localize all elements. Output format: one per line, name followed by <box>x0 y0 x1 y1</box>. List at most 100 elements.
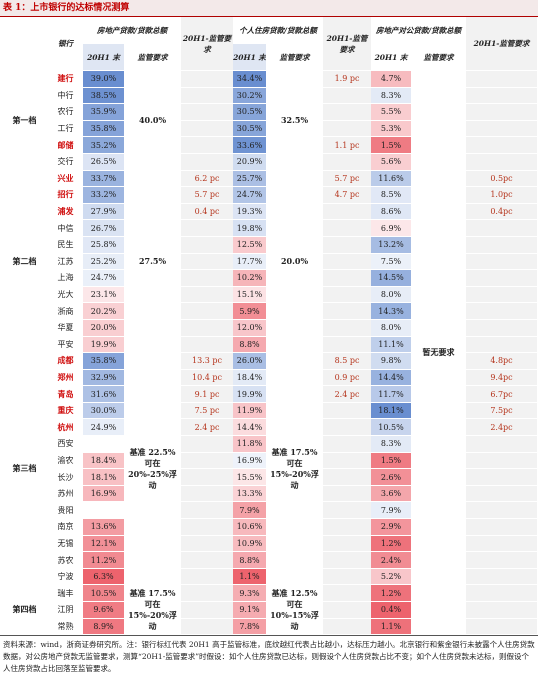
value-cell: 13.2% <box>371 236 411 254</box>
excess-cell <box>323 551 371 569</box>
excess-cell <box>323 336 371 354</box>
value-cell: 39.0% <box>83 70 124 88</box>
bank-name: 中信 <box>48 219 83 237</box>
excess-cell <box>466 269 537 287</box>
bank-name: 兴业 <box>48 169 83 188</box>
bank-name: 西安 <box>48 435 83 453</box>
value-cell: 26.7% <box>83 219 124 237</box>
excess-cell: 2.4pc <box>466 418 537 437</box>
header-cell: 监管要求 <box>266 43 323 71</box>
value-cell: 19.9% <box>233 385 266 403</box>
value-cell: 4.7% <box>371 70 411 88</box>
value-cell: 18.1% <box>83 468 124 486</box>
table-row: 江阴 9.6% 9.1% 0.4% <box>1 601 537 619</box>
excess-cell: 7.5pc <box>466 402 537 420</box>
excess-cell <box>466 568 537 586</box>
excess-cell <box>323 535 371 553</box>
value-cell: 33.2% <box>83 186 124 204</box>
value-cell: 24.9% <box>83 418 124 437</box>
value-cell: 18.1% <box>371 402 411 420</box>
requirement: 20.0% <box>266 169 323 354</box>
excess-cell <box>323 452 371 470</box>
value-cell: 1.2% <box>371 584 411 602</box>
bank-name: 华夏 <box>48 319 83 337</box>
excess-cell <box>323 302 371 320</box>
value-cell: 1.2% <box>371 535 411 553</box>
bank-name: 杭州 <box>48 418 83 437</box>
excess-cell <box>181 518 233 536</box>
requirement: 32.5% <box>266 70 323 171</box>
value-cell: 30.0% <box>83 402 124 420</box>
excess-cell <box>181 551 233 569</box>
value-cell: 15.1% <box>233 286 266 304</box>
bank-name: 郑州 <box>48 369 83 387</box>
excess-cell: 2.4 pc <box>181 418 233 437</box>
excess-cell: 2.4 pc <box>323 385 371 403</box>
excess-cell <box>466 435 537 453</box>
excess-cell <box>466 70 537 88</box>
bank-name: 苏州 <box>48 485 83 503</box>
bank-name: 瑞丰 <box>48 584 83 602</box>
table-row: 第一档 建行 39.0% 40.0% 34.4% 32.5% 1.9 pc 4.7% 暂无要求 <box>1 69 537 636</box>
tier-label: 第一档 <box>1 70 48 171</box>
value-cell: 10.2% <box>233 269 266 287</box>
excess-cell <box>181 535 233 553</box>
value-cell: 30.5% <box>233 120 266 138</box>
header-cell: 20H1 末 <box>83 43 124 71</box>
value-cell: 10.9% <box>233 535 266 553</box>
table-row: 重庆 30.0% 7.5 pc 11.9% 18.1% 7.5pc <box>1 402 537 420</box>
excess-cell <box>466 103 537 121</box>
excess-cell <box>181 269 233 287</box>
excess-cell: 5.7 pc <box>181 186 233 204</box>
table-row: 青岛 31.6% 9.1 pc 19.9% 2.4 pc 11.7% 6.7pc <box>1 385 537 403</box>
requirement: 基准 22.5% 可在 20%-25%浮动 <box>124 352 181 586</box>
value-cell: 9.6% <box>83 601 124 619</box>
header-row: 20H1 末监管要求 20H1 末监管要求 20H1 末监管要求 <box>1 43 537 71</box>
excess-cell <box>181 584 233 602</box>
excess-cell: 0.4 pc <box>181 203 233 221</box>
table-row: 杭州 24.9% 2.4 pc 14.4% 10.5% 2.4pc <box>1 418 537 437</box>
value-cell: 5.3% <box>371 120 411 138</box>
excess-cell <box>323 584 371 602</box>
value-cell: 35.9% <box>83 103 124 121</box>
header-cell: 监管要求 <box>411 43 466 71</box>
excess-cell: 1.1 pc <box>323 136 371 154</box>
value-cell: 1.5% <box>371 136 411 154</box>
excess-cell <box>323 253 371 271</box>
excess-cell <box>323 601 371 619</box>
value-cell: 6.9% <box>371 219 411 237</box>
group-header: 房地产对公贷款/贷款总额 <box>371 17 466 44</box>
value-cell: 23.1% <box>83 286 124 304</box>
excess-cell <box>181 501 233 520</box>
header-cell <box>1 17 48 71</box>
value-cell: 1.5% <box>371 452 411 470</box>
tier-label: 第二档 <box>1 169 48 354</box>
excess-cell <box>466 87 537 105</box>
table-row: 招行 33.2% 5.7 pc 24.7% 4.7 pc 8.5% 1.0pc <box>1 186 537 204</box>
header-row: 银行 房地产贷款/贷款总额 20H1-监管要求 个人住房贷款/贷款总额 20H1-监管要… <box>1 17 537 71</box>
value-cell: 5.9% <box>233 302 266 320</box>
excess-cell <box>181 601 233 619</box>
bank-name: 重庆 <box>48 402 83 420</box>
value-cell: 14.5% <box>371 269 411 287</box>
value-cell: 30.2% <box>233 87 266 105</box>
bank-name: 宁波 <box>48 568 83 586</box>
value-cell: 8.5% <box>371 186 411 204</box>
value-cell: 16.9% <box>83 485 124 503</box>
value-cell: 8.9% <box>83 618 124 636</box>
value-cell: 7.9% <box>233 501 266 520</box>
value-cell: 10.5% <box>83 584 124 602</box>
excess-cell <box>181 302 233 320</box>
excess-cell <box>181 70 233 88</box>
requirement: 40.0% <box>124 70 181 171</box>
excess-cell <box>466 501 537 520</box>
header-cell: 20H1-监管要求 <box>181 17 233 71</box>
excess-cell <box>181 336 233 354</box>
excess-cell <box>466 153 537 171</box>
value-cell: 19.3% <box>233 203 266 221</box>
value-cell: 18.4% <box>233 369 266 387</box>
value-cell: 38.5% <box>83 87 124 105</box>
bank-name: 无锡 <box>48 535 83 553</box>
table-row: 南京 13.6% 10.6% 2.9% <box>1 518 537 536</box>
bank-name: 成都 <box>48 352 83 370</box>
